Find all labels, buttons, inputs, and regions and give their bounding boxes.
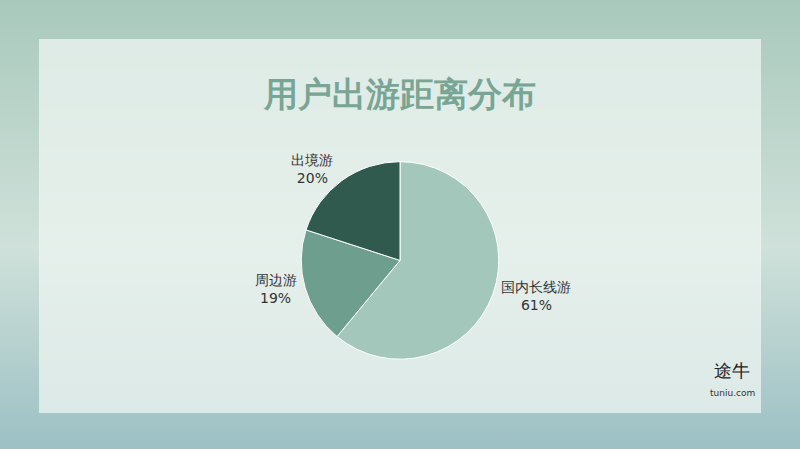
svg-text:周边游19%: 周边游19%: [255, 272, 297, 306]
svg-text:国内长线游61%: 国内长线游61%: [501, 279, 571, 313]
svg-text:tuniu.com: tuniu.com: [710, 388, 755, 398]
svg-text:用户出游距离分布: 用户出游距离分布: [263, 74, 536, 114]
svg-text:出境游20%: 出境游20%: [291, 152, 333, 186]
svg-text:途牛: 途牛: [714, 360, 750, 381]
